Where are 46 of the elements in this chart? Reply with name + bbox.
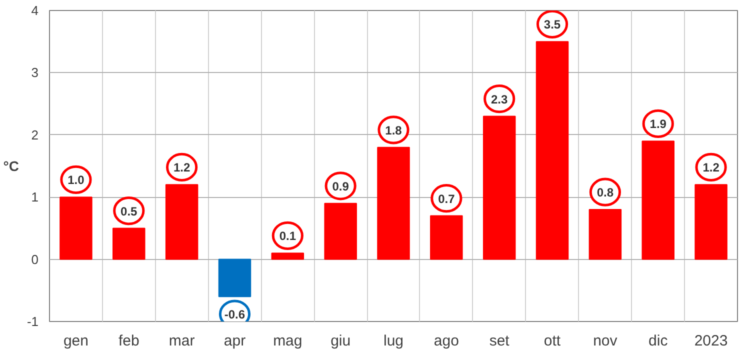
x-tick-label: ott — [544, 332, 562, 350]
bar — [218, 258, 252, 298]
x-tick-label: lug — [383, 332, 404, 350]
bar — [165, 184, 198, 260]
bar — [377, 146, 410, 260]
data-label: 0.8 — [596, 186, 614, 200]
x-tick-label: feb — [118, 332, 140, 350]
x-tick-label: nov — [593, 332, 618, 350]
x-tick-label: mag — [273, 332, 302, 350]
data-label: 0.7 — [438, 192, 456, 206]
data-label: 0.5 — [120, 204, 138, 218]
x-tick-label: ago — [434, 332, 459, 350]
data-label: 0.9 — [332, 179, 350, 194]
x-tick-label: mar — [168, 332, 195, 350]
bar — [112, 228, 146, 260]
data-label: 1.0 — [68, 173, 85, 188]
bar — [642, 140, 674, 260]
y-tick-label: 0 — [31, 252, 39, 267]
data-label: 0.1 — [279, 229, 296, 244]
bar — [482, 116, 516, 260]
y-tick-label: 1 — [31, 190, 39, 205]
bar — [694, 184, 728, 260]
bar — [536, 41, 569, 260]
x-tick-label: apr — [224, 332, 246, 350]
x-tick-label: gen — [63, 332, 88, 350]
y-tick-label: -1 — [26, 314, 39, 329]
data-label: 3.5 — [544, 18, 561, 32]
data-label: 1.8 — [385, 123, 402, 138]
x-tick-label: 2023 — [694, 332, 728, 350]
bar — [60, 196, 92, 260]
data-label: 1.2 — [173, 160, 190, 175]
data-label: 1.9 — [650, 117, 667, 132]
x-tick-label: set — [489, 332, 510, 350]
y-axis-title: °C — [3, 158, 19, 174]
data-label: 1.2 — [702, 160, 720, 175]
bar — [324, 202, 357, 260]
y-tick-label: 2 — [31, 127, 39, 142]
y-tick-label: 4 — [31, 3, 39, 18]
x-tick-label: giu — [330, 332, 351, 350]
data-label: 2.3 — [491, 92, 508, 106]
x-tick-label: dic — [648, 332, 668, 350]
y-tick-label: 3 — [31, 65, 39, 80]
bar — [588, 209, 622, 260]
bar — [430, 215, 463, 260]
bar — [271, 252, 304, 260]
data-label: -0.6 — [224, 308, 246, 322]
